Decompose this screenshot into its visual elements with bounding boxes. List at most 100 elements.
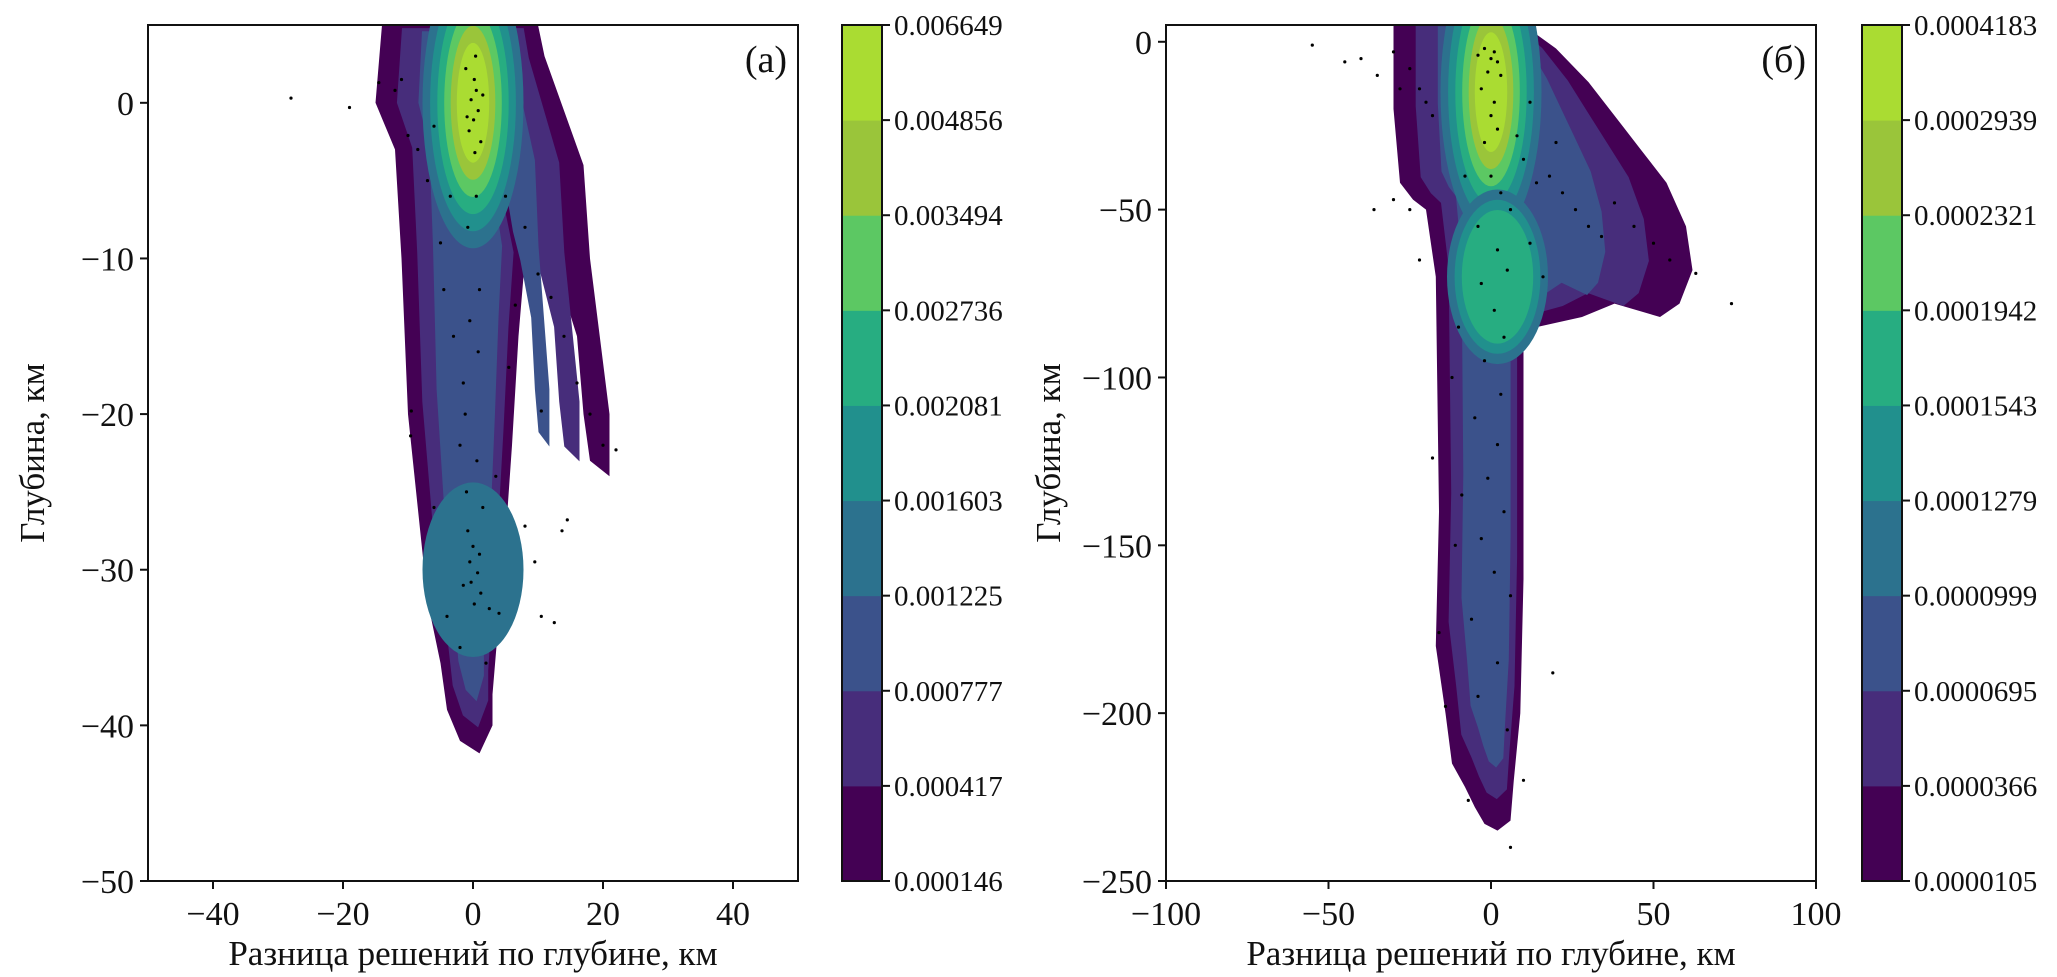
scatter-point	[406, 133, 410, 138]
colorbar-tick-label: 0.002081	[894, 390, 1003, 422]
scatter-point	[1541, 275, 1545, 279]
scatter-point	[458, 645, 462, 650]
y-axis-ticks-b: 0 −50 −100 −150 −200 −250	[1082, 25, 1166, 901]
scatter-point	[560, 529, 564, 533]
scatter-point	[1729, 302, 1734, 306]
scatter-point	[445, 614, 449, 619]
scatter-point	[507, 365, 511, 369]
y-tick-label: −10	[81, 241, 134, 278]
scatter-point	[1554, 140, 1558, 145]
scatter-point	[1502, 510, 1506, 514]
colorbar-tick-label: 0.0001942	[1914, 295, 2037, 327]
scatter-point	[458, 443, 462, 447]
scatter-point	[461, 583, 465, 587]
scatter-point	[465, 115, 469, 119]
colorbar-band	[842, 405, 882, 502]
y-tick-label: −100	[1082, 360, 1152, 397]
scatter-point	[1495, 60, 1500, 64]
scatter-point	[1417, 258, 1422, 262]
scatter-point	[1547, 174, 1552, 178]
hotspot-2-band-4	[422, 482, 524, 657]
scatter-point	[409, 434, 413, 438]
scatter-point	[1476, 224, 1480, 228]
scatter-point	[409, 409, 413, 413]
y-tick-label: 0	[1135, 25, 1152, 62]
scatter-point	[1391, 198, 1396, 202]
scatter-point	[474, 194, 478, 198]
scatter-point	[1408, 67, 1412, 71]
scatter-point	[575, 381, 579, 385]
scatter-point	[588, 412, 592, 416]
panel-label-a: (а)	[745, 39, 787, 81]
scatter-point	[1372, 208, 1376, 212]
scatter-point	[1489, 114, 1493, 118]
colorbar-tick-label: 0.003494	[894, 200, 1003, 232]
colorbar-band	[842, 595, 882, 692]
x-axis-label-a: Разница решений по глубине, км	[228, 934, 717, 973]
scatter-point	[476, 350, 480, 354]
scatter-point	[1486, 70, 1490, 74]
scatter-point	[1492, 308, 1496, 312]
scatter-point	[347, 105, 352, 110]
scatter-point	[477, 552, 482, 556]
x-tick-label: −100	[1131, 896, 1201, 933]
colorbar-band	[1862, 785, 1902, 882]
scatter-point	[481, 93, 485, 97]
scatter-point	[523, 225, 527, 229]
colorbar-tick-label: 0.000417	[894, 771, 1003, 803]
scatter-point	[1479, 87, 1483, 91]
scatter-point	[1599, 234, 1604, 239]
scatter-point	[1528, 241, 1532, 245]
scatter-point	[1499, 392, 1503, 396]
x-tick-label: 50	[1637, 896, 1671, 933]
scatter-point	[1489, 174, 1493, 178]
scatter-point	[1495, 127, 1500, 131]
scatter-point	[1508, 208, 1513, 212]
scatter-point	[513, 303, 517, 307]
scatter-point	[476, 571, 480, 575]
scatter-point	[1499, 191, 1503, 195]
colorbar-tick-label: 0.006649	[894, 10, 1003, 42]
y-tick-label: −20	[81, 397, 134, 434]
colorbar-band	[842, 785, 882, 882]
scatter-point	[474, 88, 478, 92]
colorbar-frame	[841, 24, 883, 882]
y-axis-label-b: Глубина, км	[1029, 363, 1068, 543]
scatter-point	[539, 614, 543, 619]
scatter-point	[614, 448, 618, 452]
scatter-point	[1534, 181, 1539, 185]
scatter-point	[1586, 224, 1591, 228]
scatter-point	[442, 288, 446, 292]
scatter-point	[471, 544, 475, 549]
colorbar-tick-label: 0.0004183	[1914, 10, 2037, 42]
colorbar-a: 0.000146 0.000417 0.000777 0.001225 0.001603…	[841, 10, 1003, 898]
y-tick-label: −150	[1082, 528, 1152, 565]
y-tick-label: −40	[81, 708, 134, 745]
x-tick-label: −20	[316, 896, 369, 933]
scatter-point	[1508, 594, 1513, 598]
scatter-point	[466, 529, 470, 533]
scatter-point	[1473, 416, 1477, 420]
scatter-point	[523, 524, 527, 528]
kde-contours-b	[1393, 25, 1693, 831]
scatter-point	[1476, 53, 1480, 57]
y-tick-label: −250	[1082, 864, 1152, 901]
scatter-point	[1551, 671, 1555, 675]
colorbar-tick-label: 0.0000999	[1914, 581, 2037, 613]
colorbar-band	[1862, 215, 1902, 311]
scatter-point	[1463, 174, 1467, 178]
panel-b: −100 −50 0 50 100 0 −50 −100 −150 −200 −250 (б) Р…	[1029, 10, 2037, 973]
scatter-point	[1505, 268, 1509, 272]
scatter-point	[1495, 443, 1500, 447]
scatter-point	[393, 88, 397, 92]
x-axis-ticks-b: −100 −50 0 50 100	[1131, 881, 1842, 933]
x-tick-label: −50	[1302, 896, 1355, 933]
colorbar-tick-label: 0.000777	[894, 676, 1003, 708]
colorbar-band	[842, 500, 882, 597]
scatter-point	[451, 334, 456, 338]
panel-label-b: (б)	[1761, 39, 1806, 81]
scatter-point	[1456, 325, 1461, 329]
scatter-point	[479, 140, 483, 144]
scatter-point	[1521, 157, 1526, 161]
